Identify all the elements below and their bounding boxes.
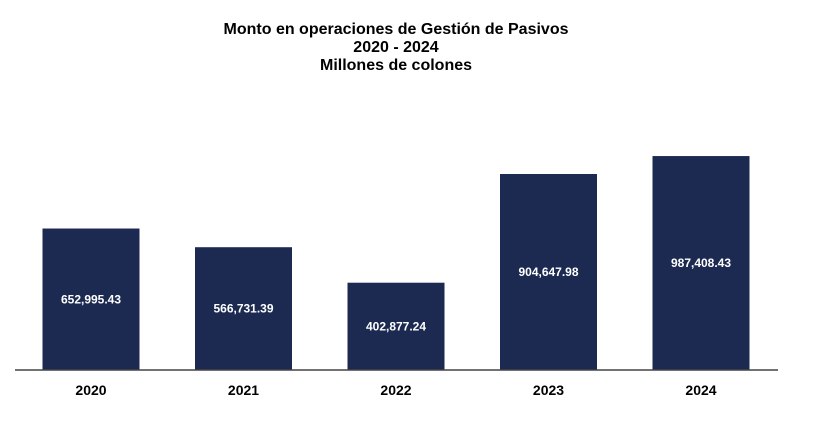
bar-2024	[652, 156, 750, 370]
x-tick-label-2023: 2023	[533, 382, 564, 398]
chart-units: Millones de colones	[320, 57, 472, 74]
data-label-2020: 652,995.43	[61, 292, 121, 306]
chart-title: Monto en operaciones de Gestión de Pasiv…	[224, 21, 569, 38]
bar-2023	[500, 173, 597, 370]
chart-subtitle: 2020 - 2024	[353, 39, 439, 56]
data-label-2021: 566,731.39	[213, 302, 273, 316]
bar-2020	[42, 228, 140, 370]
x-axis-ticks: 2020 2021 2022 2023 2024	[75, 382, 716, 398]
bar-2021	[195, 247, 292, 370]
x-tick-label-2024: 2024	[685, 382, 716, 398]
x-tick-label-2022: 2022	[380, 382, 411, 398]
x-tick-label-2021: 2021	[228, 382, 259, 398]
bars-group: 652,995.43 566,731.39 402,877.24 904,647.98…	[42, 156, 750, 370]
data-label-2023: 904,647.98	[518, 265, 578, 279]
data-label-2022: 402,877.24	[366, 319, 426, 333]
x-tick-label-2020: 2020	[75, 382, 106, 398]
data-label-2024: 987,408.43	[671, 256, 731, 270]
bar-2022	[347, 282, 445, 370]
